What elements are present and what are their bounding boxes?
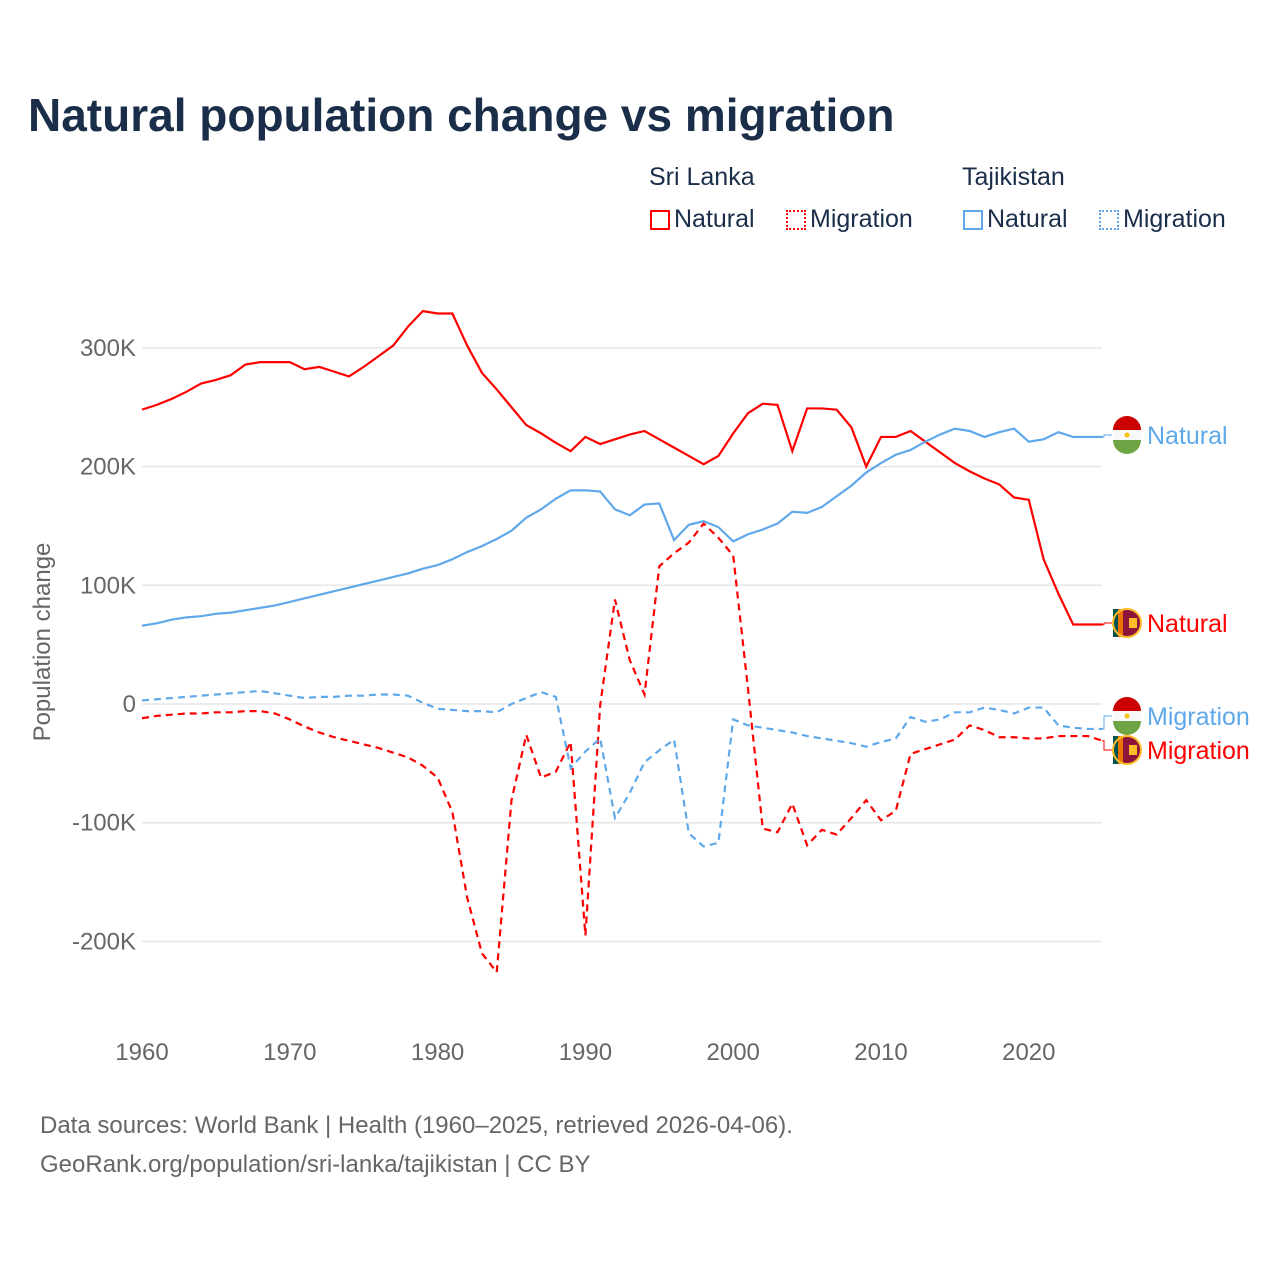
legend-sri-lanka-natural[interactable]: Natural <box>650 205 755 234</box>
solid-swatch-icon <box>963 210 983 230</box>
y-tick-label: 0 <box>123 691 136 718</box>
dotted-swatch-icon <box>786 210 806 230</box>
label-connector <box>1102 622 1112 625</box>
legend-label: Migration <box>810 205 913 233</box>
sri-lanka-flag-icon <box>1112 608 1142 638</box>
y-tick-label: 200K <box>80 454 136 481</box>
legend-label: Natural <box>987 205 1068 233</box>
y-tick-label: -200K <box>72 928 136 955</box>
legend-sri-lanka-migration[interactable]: Migration <box>786 205 913 234</box>
legend-tajikistan-natural[interactable]: Natural <box>963 205 1068 234</box>
legend-group-sri-lanka: Sri Lanka <box>649 163 755 191</box>
legend-label: Natural <box>674 205 755 233</box>
series-end-label: Natural <box>1147 422 1228 450</box>
label-connector <box>1102 740 1112 751</box>
series-end-label: Natural <box>1147 610 1228 638</box>
solid-swatch-icon <box>650 210 670 230</box>
dotted-swatch-icon <box>1099 210 1119 230</box>
legend-group-tajikistan: Tajikistan <box>962 163 1065 191</box>
series-line-sri-lanka-natural[interactable] <box>141 309 1103 626</box>
y-axis-label: Population change <box>29 543 56 742</box>
label-connector <box>1102 434 1112 438</box>
series-line-tajikistan-migration[interactable] <box>141 689 1103 848</box>
data-source: Data sources: World Bank | Health (1960–… <box>40 1112 793 1139</box>
tajikistan-flag-icon <box>1113 697 1141 735</box>
y-tick-label: 300K <box>80 335 136 362</box>
footer: Data sources: World Bank | Health (1960–… <box>40 1106 793 1184</box>
x-tick-label: 1960 <box>115 1039 168 1066</box>
x-tick-label: 2010 <box>854 1039 907 1066</box>
legend-tajikistan-migration[interactable]: Migration <box>1099 205 1226 234</box>
x-tick-label: 2020 <box>1002 1039 1055 1066</box>
series-end-label: Migration <box>1147 703 1250 731</box>
tajikistan-flag-icon <box>1113 416 1141 454</box>
x-tick-label: 1970 <box>263 1039 316 1066</box>
legend-label: Migration <box>1123 205 1226 233</box>
x-tick-label: 1980 <box>411 1039 464 1066</box>
x-tick-label: 1990 <box>559 1039 612 1066</box>
series-line-tajikistan-natural[interactable] <box>141 427 1103 627</box>
label-connector <box>1102 715 1112 730</box>
sri-lanka-flag-icon <box>1112 735 1142 765</box>
x-tick-label: 2000 <box>707 1039 760 1066</box>
series-end-label: Migration <box>1147 737 1250 765</box>
chart-title: Natural population change vs migration <box>28 89 895 141</box>
y-tick-label: -100K <box>72 810 136 837</box>
y-tick-label: 100K <box>80 572 136 599</box>
source-link[interactable]: GeoRank.org/population/sri-lanka/tajikis… <box>40 1151 591 1178</box>
series-line-sri-lanka-migration[interactable] <box>141 521 1104 976</box>
